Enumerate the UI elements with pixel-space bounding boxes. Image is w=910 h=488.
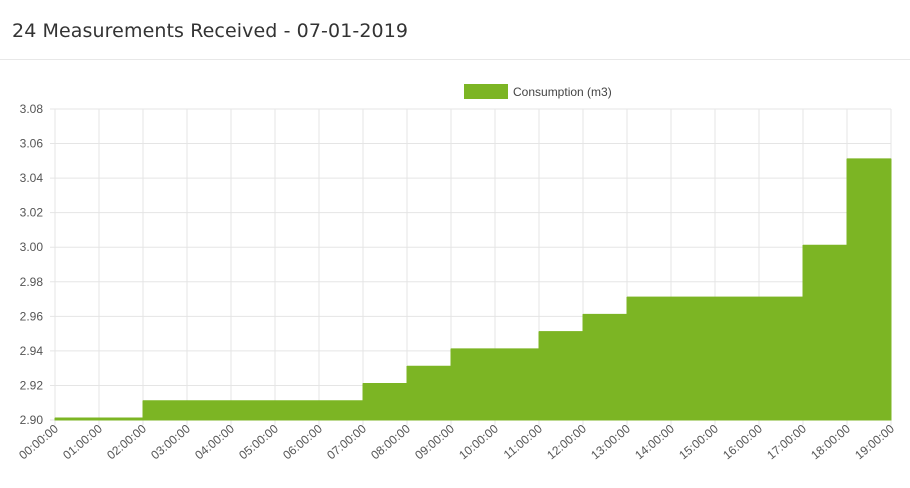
y-tick-label: 2.94 <box>20 344 44 358</box>
x-tick-label: 08:00:00 <box>368 421 413 462</box>
legend-label[interactable]: Consumption (m3) <box>513 85 612 99</box>
page-title: 24 Measurements Received - 07-01-2019 <box>12 20 409 42</box>
y-tick-label: 2.98 <box>20 275 44 289</box>
x-tick-label: 19:00:00 <box>852 421 897 462</box>
x-tick-label: 17:00:00 <box>764 421 809 462</box>
x-tick-label: 07:00:00 <box>324 421 369 462</box>
x-tick-label: 14:00:00 <box>632 421 677 462</box>
y-tick-label: 3.08 <box>20 102 44 116</box>
x-tick-label: 04:00:00 <box>192 421 237 462</box>
y-tick-label: 3.04 <box>20 171 44 185</box>
y-tick-label: 2.92 <box>20 378 44 392</box>
y-tick-label: 3.02 <box>20 206 44 220</box>
y-axis: 2.90 2.92 2.94 2.96 2.98 3.00 3.02 3.04 3.06 3.08 <box>20 102 44 427</box>
series-area <box>54 158 892 421</box>
x-tick-label: 10:00:00 <box>456 421 501 462</box>
y-tick-label: 2.96 <box>20 309 44 323</box>
x-axis: 00:00:00 01:00:00 02:00:00 03:00:00 04:00:00… <box>16 421 897 462</box>
consumption-chart: 2.90 2.92 2.94 2.96 2.98 3.00 3.02 3.04 3.06 3.08… <box>16 84 897 462</box>
x-tick-label: 06:00:00 <box>280 421 325 462</box>
x-tick-label: 02:00:00 <box>104 421 149 462</box>
y-tick-label: 3.00 <box>20 240 44 254</box>
x-tick-label: 05:00:00 <box>236 421 281 462</box>
x-tick-label: 11:00:00 <box>501 421 545 461</box>
panel-header: 24 Measurements Received - 07-01-2019 <box>0 0 910 60</box>
x-tick-label: 15:00:00 <box>676 421 721 462</box>
legend[interactable]: Consumption (m3) <box>464 84 612 99</box>
x-tick-label: 12:00:00 <box>544 421 589 462</box>
x-tick-label: 00:00:00 <box>16 421 61 462</box>
y-tick-label: 2.90 <box>20 413 44 427</box>
x-tick-label: 01:00:00 <box>60 421 105 462</box>
y-tick-label: 3.06 <box>20 137 44 151</box>
x-tick-label: 09:00:00 <box>412 421 457 462</box>
legend-swatch[interactable] <box>464 84 508 99</box>
x-tick-label: 18:00:00 <box>808 421 853 462</box>
x-tick-label: 03:00:00 <box>148 421 193 462</box>
x-tick-label: 16:00:00 <box>720 421 765 462</box>
series-area-consumption <box>54 158 892 421</box>
x-tick-label: 13:00:00 <box>588 421 633 462</box>
